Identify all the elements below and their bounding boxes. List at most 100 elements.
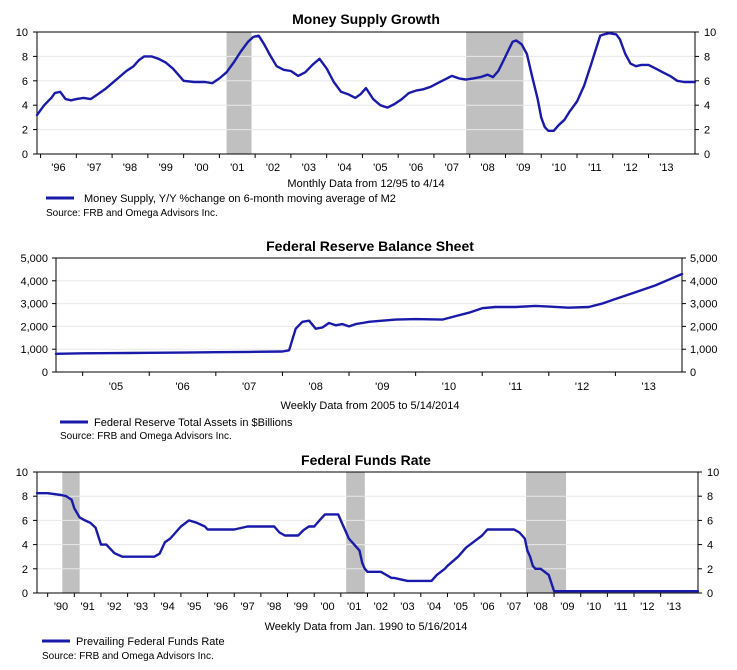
x-tick-label: '13 [642, 381, 656, 393]
x-tick-label: '01 [347, 601, 361, 613]
y-tick-label-left: 2 [22, 564, 28, 576]
x-tick-label: '08 [480, 162, 494, 174]
legend-label: Prevailing Federal Funds Rate [76, 636, 225, 648]
chart-fed-balance-sheet: Federal Reserve Balance Sheet 0 1,000 2,00… [20, 238, 717, 442]
x-axis: '96 '97 '98 '99 '00 '01 '02 '03 '04 '05 '06 '07 '08 '… [40, 154, 674, 174]
y-tick-label-left: 8 [22, 491, 28, 503]
y-tick-label-right: 0 [704, 149, 710, 161]
x-tick-label: '06 [480, 601, 494, 613]
x-tick-label: '08 [309, 381, 323, 393]
recession-band-0 [62, 472, 80, 593]
x-tick-label: '13 [659, 162, 673, 174]
legend-label: Money Supply, Y/Y %change on 6-month mov… [84, 193, 396, 205]
y-gridlines [37, 55, 695, 131]
x-tick-label: '94 [160, 601, 174, 613]
series-line-0 [54, 272, 684, 355]
x-tick-label: '12 [640, 601, 654, 613]
x-tick-label: '09 [375, 381, 389, 393]
y-axis-left: 0 1,000 2,000 3,000 4,000 5,000 [20, 253, 56, 379]
x-tick-label: '11 [614, 601, 628, 613]
y-tick-label-right: 2 [704, 125, 710, 137]
source-note: Source: FRB and Omega Advisors Inc. [60, 431, 232, 442]
y-tick-label-right: 2,000 [690, 321, 718, 333]
y-tick-label-left: 6 [22, 515, 28, 527]
recession-band-0 [226, 32, 252, 154]
x-tick-label: '96 [51, 162, 65, 174]
x-tick-label: '99 [294, 601, 308, 613]
y-axis-left: 0 2 4 6 8 10 [16, 27, 37, 161]
recession-band-1 [466, 32, 524, 154]
x-tick-label: '00 [320, 601, 334, 613]
x-tick-label: '04 [427, 601, 441, 613]
y-axis-right: 0 2 4 6 8 10 [695, 27, 716, 161]
legend-label: Federal Reserve Total Assets in $Billion… [94, 417, 293, 429]
x-tick-label: '07 [242, 381, 256, 393]
y-tick-label-left: 4 [22, 100, 28, 112]
y-axis-left: 0 2 4 6 8 10 [16, 467, 37, 600]
y-tick-label-right: 1,000 [690, 344, 718, 356]
series-line-0 [35, 492, 700, 593]
x-tick-label: '12 [575, 381, 589, 393]
y-tick-label-left: 4,000 [20, 276, 48, 288]
chart-title: Federal Reserve Balance Sheet [266, 238, 474, 254]
x-axis: '90 '91 '92 '93 '94 '95 '96 '97 '98 '99 '00 '01 '02 '… [47, 593, 681, 613]
series-line-0 [35, 32, 697, 133]
y-tick-label-right: 8 [707, 491, 713, 503]
x-tick-label: '07 [507, 601, 521, 613]
x-axis: '05 '06 '07 '08 '09 '10 '11 '12 '13 [82, 372, 656, 393]
x-tick-label: '05 [109, 381, 123, 393]
source-note: Source: FRB and Omega Advisors Inc. [42, 651, 214, 662]
x-tick-label: '92 [107, 601, 121, 613]
chart-title: Money Supply Growth [292, 11, 440, 27]
x-tick-label: '07 [445, 162, 459, 174]
y-gridlines [37, 495, 698, 570]
y-tick-label-left: 0 [22, 149, 28, 161]
recession-band-2 [526, 472, 567, 593]
x-tick-label: '05 [373, 162, 387, 174]
x-axis-caption: Weekly Data from Jan. 1990 to 5/16/2014 [265, 621, 468, 633]
y-tick-label-right: 4 [707, 540, 713, 552]
y-tick-label-left: 10 [16, 467, 28, 479]
x-tick-label: '99 [159, 162, 173, 174]
x-tick-label: '98 [267, 601, 281, 613]
y-tick-label-right: 4 [704, 100, 710, 112]
x-tick-label: '01 [230, 162, 244, 174]
recession-shading [226, 32, 524, 154]
chart-title: Federal Funds Rate [301, 452, 431, 468]
y-tick-label-right: 10 [704, 27, 716, 39]
y-tick-label-right: 6 [707, 515, 713, 527]
x-tick-label: '10 [552, 162, 566, 174]
series-lines [54, 272, 684, 355]
y-tick-label-left: 8 [22, 51, 28, 63]
x-tick-label: '02 [374, 601, 388, 613]
y-tick-label-right: 6 [704, 76, 710, 88]
x-tick-label: '90 [54, 601, 68, 613]
x-axis-caption: Weekly Data from 2005 to 5/14/2014 [281, 400, 460, 412]
x-tick-label: '96 [214, 601, 228, 613]
x-tick-label: '03 [302, 162, 316, 174]
y-axis-right: 0 1,000 2,000 3,000 4,000 5,000 [682, 253, 718, 379]
x-tick-label: '93 [134, 601, 148, 613]
x-tick-label: '91 [80, 601, 94, 613]
x-tick-label: '08 [534, 601, 548, 613]
y-axis-right: 0 2 4 6 8 10 [698, 467, 719, 600]
recession-shading [62, 472, 567, 593]
y-tick-label-right: 5,000 [690, 253, 718, 265]
y-tick-label-right: 4,000 [690, 276, 718, 288]
x-tick-label: '06 [175, 381, 189, 393]
y-tick-label-left: 2 [22, 125, 28, 137]
x-tick-label: '09 [516, 162, 530, 174]
y-tick-label-right: 10 [707, 467, 719, 479]
plot-frame [55, 257, 683, 373]
x-tick-label: '13 [667, 601, 681, 613]
x-tick-label: '11 [509, 381, 523, 393]
y-tick-label-left: 0 [22, 588, 28, 600]
x-tick-label: '03 [400, 601, 414, 613]
x-tick-label: '04 [337, 162, 351, 174]
x-tick-label: '11 [588, 162, 602, 174]
x-tick-label: '10 [442, 381, 456, 393]
source-note: Source: FRB and Omega Advisors Inc. [46, 208, 218, 219]
x-tick-label: '95 [187, 601, 201, 613]
